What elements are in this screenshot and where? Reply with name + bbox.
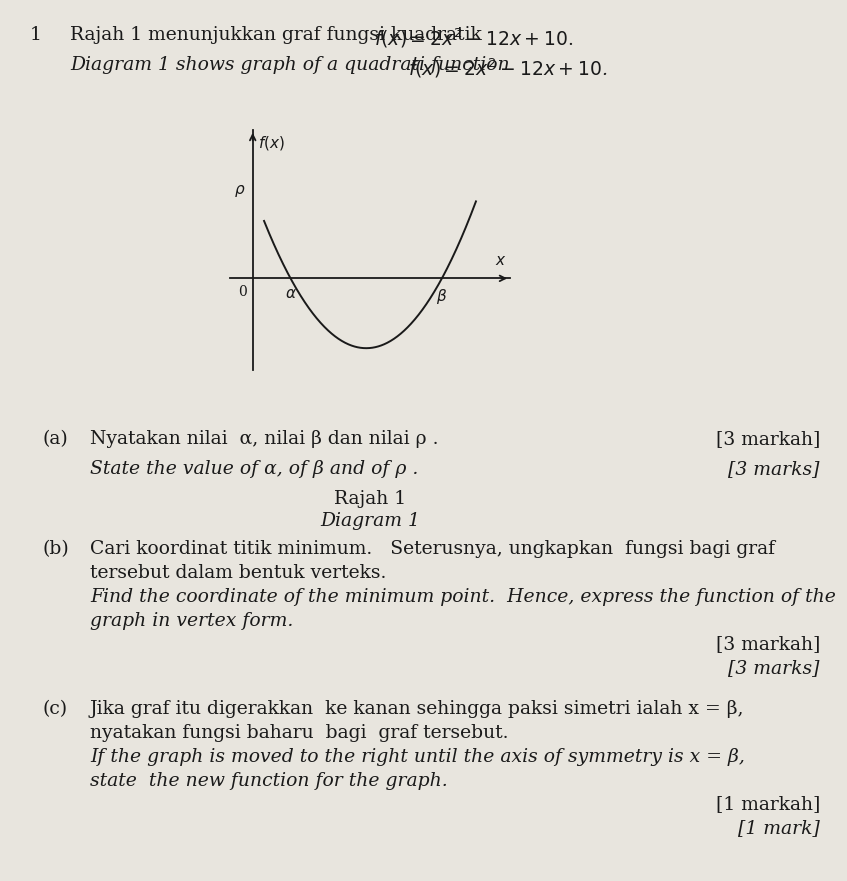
- Text: If the graph is moved to the right until the axis of symmetry is x = β,: If the graph is moved to the right until…: [90, 748, 745, 766]
- Text: $\beta$: $\beta$: [436, 287, 447, 306]
- Text: [3 markah]: [3 markah]: [716, 635, 820, 653]
- Text: Diagram 1 shows graph of a quadrati function: Diagram 1 shows graph of a quadrati func…: [70, 56, 516, 74]
- Text: Rajah 1 menunjukkan graf fungsi kuadratik: Rajah 1 menunjukkan graf fungsi kuadrati…: [70, 26, 488, 44]
- Text: Cari koordinat titik minimum.   Seterusnya, ungkapkan  fungsi bagi graf: Cari koordinat titik minimum. Seterusnya…: [90, 540, 775, 558]
- Text: $\rho$: $\rho$: [234, 183, 245, 199]
- Text: $x$: $x$: [495, 254, 507, 268]
- Text: Find the coordinate of the minimum point.  Hence, express the function of the: Find the coordinate of the minimum point…: [90, 588, 836, 606]
- Text: $f(x) = 2x^2 - 12x + 10$.: $f(x) = 2x^2 - 12x + 10$.: [408, 56, 607, 79]
- Text: $\alpha$: $\alpha$: [285, 287, 296, 301]
- Text: Diagram 1: Diagram 1: [320, 512, 420, 530]
- Text: $f(x)$: $f(x)$: [258, 135, 285, 152]
- Text: tersebut dalam bentuk verteks.: tersebut dalam bentuk verteks.: [90, 564, 386, 582]
- Text: [3 marks]: [3 marks]: [728, 460, 820, 478]
- Text: [1 markah]: [1 markah]: [716, 795, 820, 813]
- Text: Jika graf itu digerakkan  ke kanan sehingga paksi simetri ialah x = β,: Jika graf itu digerakkan ke kanan sehing…: [90, 700, 745, 718]
- Text: State the value of α, of β and of ρ .: State the value of α, of β and of ρ .: [90, 460, 418, 478]
- Text: nyatakan fungsi baharu  bagi  graf tersebut.: nyatakan fungsi baharu bagi graf tersebu…: [90, 724, 508, 742]
- Text: (c): (c): [42, 700, 67, 718]
- Text: state  the new function for the graph.: state the new function for the graph.: [90, 772, 448, 790]
- Text: 0: 0: [238, 285, 247, 300]
- Text: (a): (a): [42, 430, 68, 448]
- Text: Rajah 1: Rajah 1: [334, 490, 406, 508]
- Text: 1: 1: [30, 26, 42, 44]
- Text: Nyatakan nilai  α, nilai β dan nilai ρ .: Nyatakan nilai α, nilai β dan nilai ρ .: [90, 430, 439, 448]
- Text: $f(x) = 2x^2 - 12x + 10$.: $f(x) = 2x^2 - 12x + 10$.: [374, 26, 573, 49]
- Text: graph in vertex form.: graph in vertex form.: [90, 612, 293, 630]
- Text: (b): (b): [42, 540, 69, 558]
- Text: [3 markah]: [3 markah]: [716, 430, 820, 448]
- Text: [1 mark]: [1 mark]: [738, 819, 820, 837]
- Text: [3 marks]: [3 marks]: [728, 659, 820, 677]
